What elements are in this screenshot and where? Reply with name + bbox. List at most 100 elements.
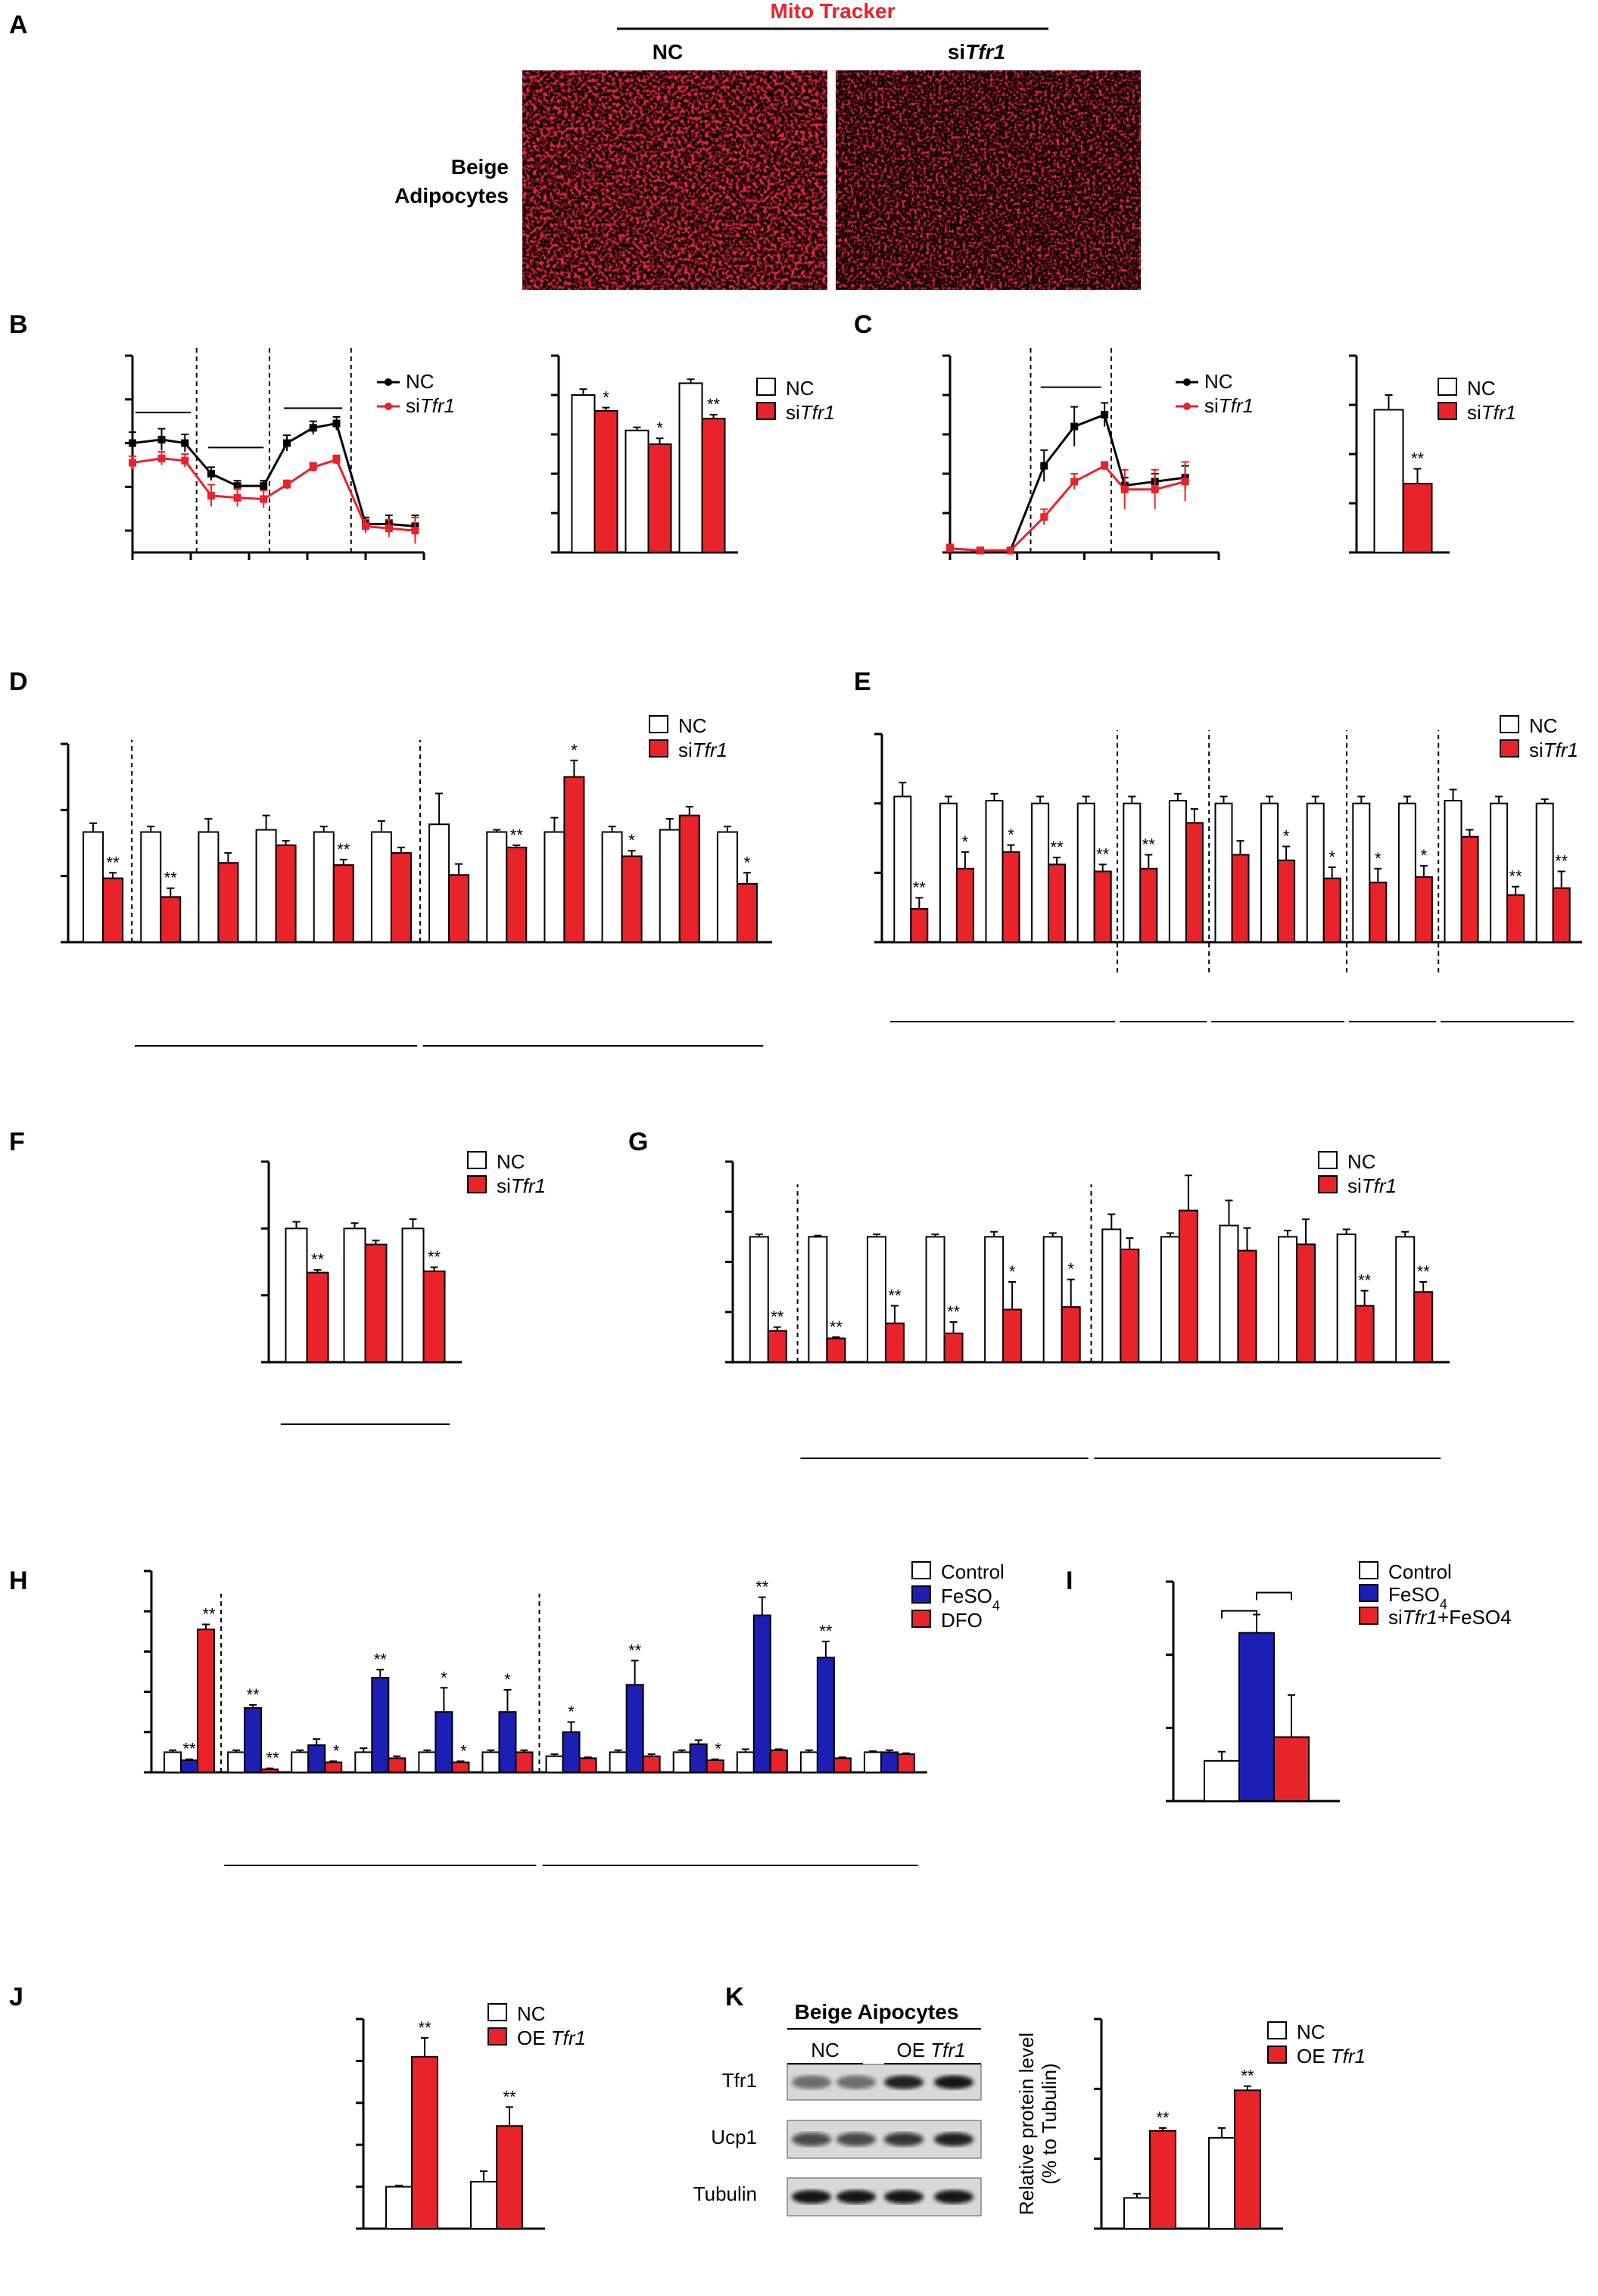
bar-sitfr1-mt-cyb: [1231, 854, 1250, 943]
bar-sitfr1-mt-nd1: [910, 908, 929, 943]
legend-label-nc: NC: [1347, 1150, 1376, 1173]
bar-dfo-pgc1: [324, 1761, 343, 1773]
legend-marker-sitfr1: [1183, 403, 1191, 410]
legend-swatch-nc: [1438, 378, 1457, 396]
significance-marker: **: [830, 1318, 843, 1336]
bar-feso4-tfr1: [180, 1759, 199, 1774]
bar-nc-pfk1: [285, 1227, 308, 1364]
bar-nc-atpsynt: [1395, 1236, 1416, 1363]
bar-feso4-ucp1: [244, 1706, 263, 1773]
bar-feso4-pgc1: [307, 1744, 326, 1774]
bar-sitfr1-tfr1: [102, 877, 124, 943]
bar-sitfr1-ucp1: [826, 1337, 846, 1363]
bar-feso4-ucp1: [1238, 1632, 1275, 1803]
significance-marker: *: [1421, 846, 1428, 865]
bar-sitfr1-atpif1: [1552, 887, 1571, 943]
legend-marker-sitfr1: [385, 403, 392, 410]
legend-marker-nc: [385, 378, 392, 386]
bar-nc-basal: [571, 394, 596, 553]
data-point-sitfr1: [1151, 485, 1159, 493]
data-point-nc: [260, 482, 268, 490]
significance-marker: **: [628, 1641, 642, 1660]
bar-nc-mfn1: [544, 831, 565, 944]
blot-band: [792, 2190, 831, 2204]
bar-nc-cpt1: [1336, 1234, 1357, 1363]
bar-nc-cox6a: [1397, 802, 1416, 943]
bar-sitfr1-elovl3: [1002, 1308, 1023, 1363]
legend-swatch-control: [1359, 1561, 1378, 1579]
row-label-adipocytes: Adipocytes: [394, 184, 509, 207]
bar-control-prdm16: [481, 1751, 500, 1773]
legend-label-sitfr1: siTfr1: [786, 401, 835, 424]
significance-marker: *: [333, 1741, 340, 1760]
significance-marker: **: [819, 1622, 833, 1641]
series-line-nc: [132, 422, 416, 527]
bar-nc-hk2: [401, 1227, 425, 1364]
bar-nc-cox4: [1160, 1236, 1180, 1363]
legend-swatch-control: [911, 1561, 931, 1579]
data-point-sitfr1: [385, 524, 393, 533]
panel-a: A Mito Tracker NC siTfr1 Beige Adipocyte…: [9, 0, 1141, 290]
legend-swatch-nc: [467, 1151, 487, 1169]
data-point-sitfr1: [1181, 478, 1189, 486]
blot-band: [836, 2190, 876, 2204]
legend-label-oe-tfr1: OE Tfr1: [1297, 2045, 1366, 2067]
significance-marker: *: [603, 388, 609, 407]
protein-level-bar-chart: Relative protein level (% to Tubulin) ** **…: [1015, 2018, 1366, 2230]
bar-sitfr1-pkm2: [364, 1243, 388, 1363]
legend-swatch-sitfr1: [1438, 402, 1457, 420]
significance-marker: **: [247, 1685, 260, 1704]
blot-band: [884, 2133, 924, 2146]
significance-marker: **: [311, 1250, 325, 1269]
bar-dfo-prdm16: [515, 1751, 534, 1773]
bar-dfo-cytc: [642, 1755, 661, 1773]
significance-marker: **: [1096, 845, 1110, 863]
bar-sitfr1-feso4-ucp1: [1273, 1736, 1310, 1803]
bar-sitfr1-cpt1: [678, 814, 700, 943]
bar-feso4-cytc: [625, 1684, 644, 1774]
blot-row-ucp1: Ucp1: [711, 2126, 757, 2148]
significance-marker: **: [1051, 838, 1064, 857]
data-point-sitfr1: [1101, 462, 1109, 470]
bar-nc-cox5a: [1352, 802, 1371, 943]
bar-sitfr1-ndufv2: [1093, 870, 1112, 943]
significance-marker: *: [441, 1668, 447, 1687]
series-line-nc: [949, 413, 1185, 552]
significance-marker: **: [374, 1650, 388, 1669]
significance-marker: **: [337, 840, 350, 859]
bar-nc-atp5a1: [1490, 802, 1509, 943]
legend-label-nc: NC: [1529, 714, 1558, 737]
bar-nc-elovl3: [984, 1236, 1005, 1363]
data-point-sitfr1: [260, 495, 268, 503]
bar-nc-cox4: [486, 831, 508, 944]
bar-nc-ndufa10: [939, 802, 958, 943]
data-point-sitfr1: [362, 522, 369, 530]
blot-row-tubulin: Tubulin: [693, 2182, 757, 2205]
bar-sitfr1-sdha: [1139, 867, 1158, 944]
legend-label-sitfr1: siTfr1: [678, 739, 727, 761]
bar-sitfr1-ucp1: [160, 896, 182, 944]
legend-label-feso4: FeSO4: [941, 1585, 1000, 1613]
significance-marker: **: [1156, 2108, 1170, 2127]
panel-label-a: A: [9, 11, 28, 39]
bar-nc-mt-atp6: [1444, 800, 1462, 943]
bar-sitfr1-cpt1: [1354, 1305, 1375, 1363]
data-point-sitfr1: [309, 463, 317, 471]
bar-sitfr1-tfr1: [767, 1330, 787, 1363]
legend-label-sitfr1: siTfr1: [1204, 394, 1254, 417]
bar-dfo-mfn1: [706, 1759, 724, 1774]
bar-dfo-cox4: [578, 1757, 597, 1773]
significance-marker: **: [107, 853, 120, 872]
legend-swatch-nc: [487, 2003, 507, 2021]
significance-marker: *: [1067, 1260, 1074, 1279]
significance-marker: **: [707, 395, 721, 414]
bar-sitfr1-pfk1: [306, 1271, 329, 1363]
legend-label-sitfr1: siTfr1: [1467, 401, 1516, 424]
bar-nc-tfr1: [385, 2186, 413, 2230]
bar-nc-cytc: [1101, 1228, 1122, 1363]
legend-swatch-nc: [1318, 1151, 1338, 1169]
